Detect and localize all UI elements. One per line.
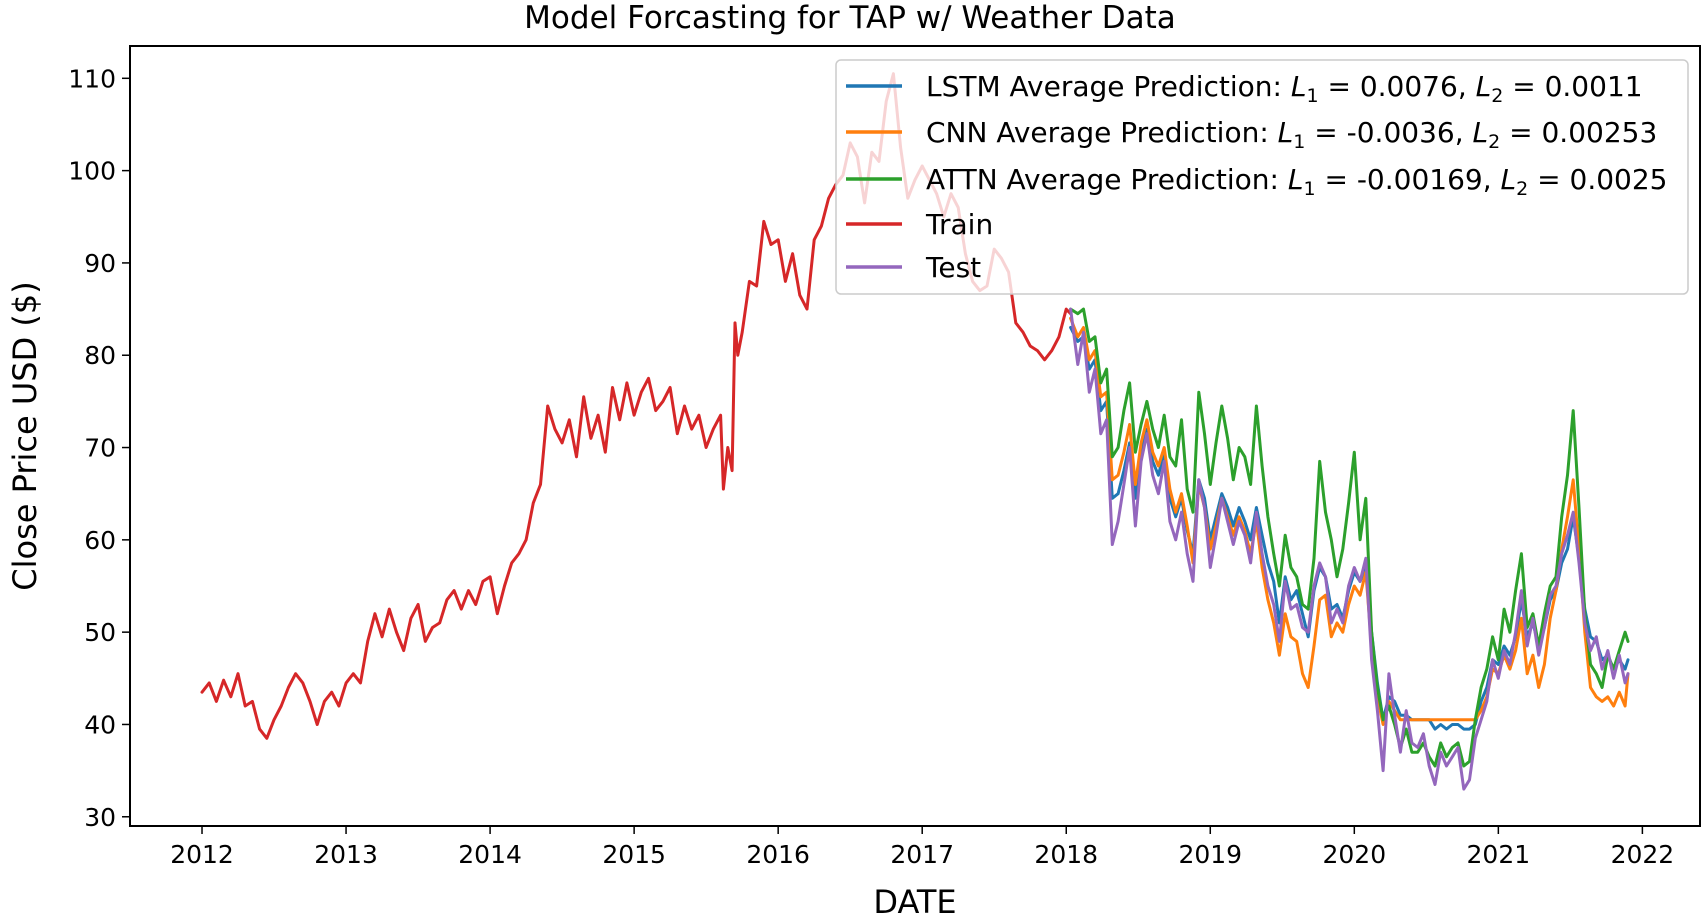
x-tick-label: 2015	[602, 840, 666, 869]
x-tick-label: 2013	[314, 840, 378, 869]
x-tick-label: 2021	[1467, 840, 1531, 869]
y-tick-label: 110	[68, 64, 116, 93]
y-tick-label: 70	[84, 434, 116, 463]
legend-label: Test	[925, 251, 981, 284]
x-tick-label: 2020	[1322, 840, 1386, 869]
y-tick-label: 40	[84, 710, 116, 739]
x-tick-label: 2019	[1178, 840, 1242, 869]
y-tick-label: 50	[84, 618, 116, 647]
x-tick-label: 2017	[890, 840, 954, 869]
x-tick-label: 2018	[1034, 840, 1098, 869]
x-tick-label: 2022	[1611, 840, 1675, 869]
series-line-test	[1069, 307, 1630, 791]
x-axis: 2012 2013 2014 2015 2016 2017 2018 2019 2020 2021…	[170, 826, 1674, 869]
y-tick-label: 100	[68, 157, 116, 186]
chart-title: Model Forcasting for TAP w/ Weather Data	[524, 0, 1176, 36]
legend-label: LSTM Average Prediction: L1 = 0.0076, L2…	[926, 70, 1643, 107]
x-tick-label: 2014	[458, 840, 522, 869]
y-axis: 30 40 50 60 70 80 90 100 110	[68, 64, 130, 832]
y-tick-label: 30	[84, 803, 116, 832]
y-tick-label: 90	[84, 249, 116, 278]
legend: LSTM Average Prediction: L1 = 0.0076, L2…	[835, 59, 1689, 295]
plot-frame	[129, 45, 1701, 827]
x-tick-label: 2016	[746, 840, 810, 869]
legend-label: CNN Average Prediction: L1 = -0.0036, L2…	[926, 116, 1657, 153]
legend-label: ATTN Average Prediction: L1 = -0.00169, …	[926, 163, 1667, 200]
y-tick-label: 60	[84, 526, 116, 555]
series-line-attn	[1069, 307, 1630, 768]
legend-box	[835, 59, 1689, 295]
series-line-cnn	[1069, 316, 1630, 726]
legend-label: Train	[925, 208, 993, 241]
y-axis-label: Close Price USD ($)	[6, 281, 44, 590]
x-tick-label: 2012	[170, 840, 234, 869]
y-tick-label: 80	[84, 341, 116, 370]
x-axis-label: DATE	[873, 883, 956, 916]
